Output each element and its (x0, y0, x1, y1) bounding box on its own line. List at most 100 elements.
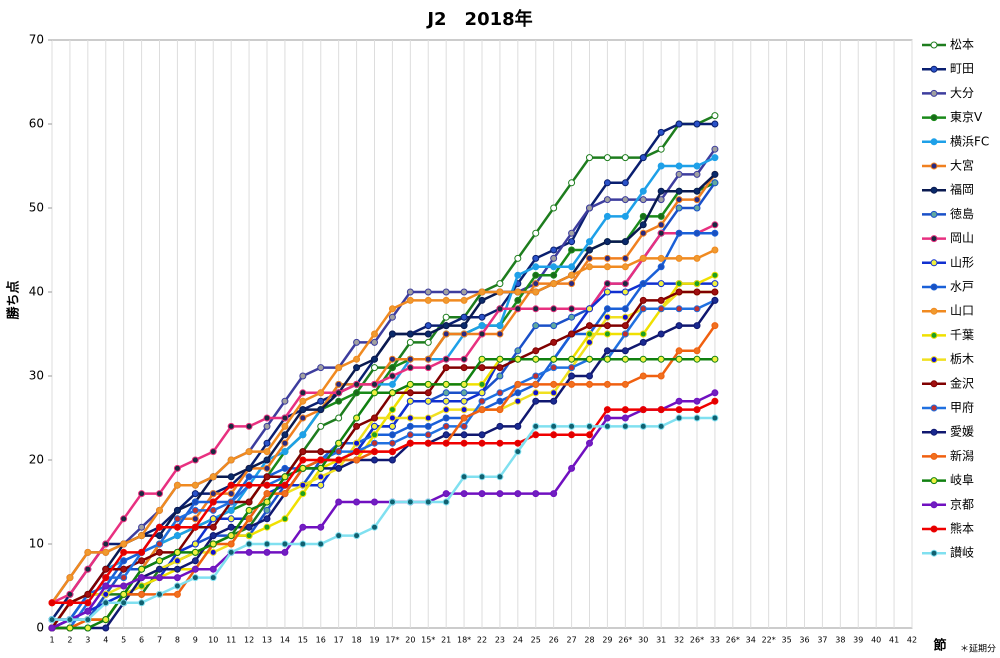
data-point (156, 590, 163, 598)
x-tick-label: 4 (103, 636, 108, 645)
data-point (120, 574, 128, 582)
data-point (621, 380, 629, 388)
data-point (406, 380, 414, 388)
data-point (639, 280, 647, 288)
data-point (66, 599, 74, 607)
data-point (388, 431, 396, 439)
data-point (550, 204, 558, 212)
data-point (138, 590, 146, 598)
data-point (550, 397, 558, 405)
data-point (568, 305, 576, 313)
y-tick-label: 60 (29, 117, 44, 131)
data-point (388, 380, 396, 388)
data-point (496, 280, 504, 288)
data-point (639, 221, 647, 229)
legend-label: 横浜FC (950, 134, 989, 148)
legend-marker (930, 501, 938, 509)
data-point (317, 389, 325, 397)
legend-marker (930, 307, 938, 315)
data-point (693, 280, 701, 288)
data-point (191, 498, 199, 506)
data-point (460, 330, 468, 338)
data-point (496, 330, 504, 338)
data-point (424, 364, 432, 372)
data-point (532, 288, 540, 296)
data-point (478, 313, 486, 321)
data-point (263, 523, 271, 531)
data-point (532, 431, 540, 439)
data-point (173, 574, 181, 582)
data-point (371, 355, 378, 363)
data-point (603, 347, 611, 355)
data-point (299, 481, 307, 489)
data-point (550, 431, 558, 439)
data-point (48, 616, 56, 624)
data-point (263, 422, 271, 430)
data-point (120, 565, 128, 573)
data-point (388, 313, 396, 321)
data-point (621, 280, 629, 288)
legend-marker (930, 428, 938, 436)
data-point (568, 280, 576, 288)
x-tick-label: 22* (762, 636, 776, 645)
data-point (227, 515, 235, 523)
data-point (191, 456, 199, 464)
x-tick-label: 26* (618, 636, 632, 645)
data-point (84, 607, 92, 615)
data-point (388, 364, 396, 372)
data-point (281, 448, 289, 456)
data-point (675, 170, 683, 178)
data-point (263, 456, 271, 464)
data-point (335, 498, 343, 506)
series-line (51, 282, 715, 630)
x-tick-label: 7 (157, 636, 162, 645)
x-tick-label: 3 (85, 636, 90, 645)
data-point (102, 565, 110, 573)
data-point (693, 414, 701, 422)
x-tick-label: 15 (298, 636, 308, 645)
data-point (675, 280, 683, 288)
data-point (657, 229, 665, 237)
data-point (371, 338, 378, 346)
data-point (711, 170, 719, 178)
data-point (156, 490, 163, 498)
data-point (191, 490, 199, 498)
data-point (550, 280, 558, 288)
data-point (227, 523, 235, 531)
data-point (263, 515, 271, 523)
data-point (657, 128, 665, 136)
data-point (460, 473, 468, 481)
data-point (639, 212, 647, 220)
x-tick-label: 8 (175, 636, 180, 645)
x-tick-label: 40 (871, 636, 881, 645)
data-point (353, 389, 361, 397)
data-point (621, 330, 629, 338)
data-point (460, 322, 468, 330)
data-point (568, 263, 576, 271)
note: ＊延期分 (960, 643, 996, 655)
data-point (424, 322, 432, 330)
data-point (120, 590, 128, 598)
data-point (442, 389, 450, 397)
data-point (388, 406, 396, 414)
x-tick-label: 32 (674, 636, 684, 645)
data-point (209, 540, 217, 548)
data-point (532, 229, 540, 237)
data-point (317, 397, 325, 405)
data-point (460, 439, 468, 447)
data-point (496, 473, 504, 481)
data-point (550, 271, 558, 279)
data-point (478, 380, 486, 388)
data-point (657, 263, 665, 271)
data-point (603, 355, 611, 363)
data-point (514, 305, 522, 313)
data-point (335, 464, 343, 472)
data-point (657, 330, 665, 338)
data-point (371, 431, 378, 439)
data-point (603, 154, 611, 162)
data-point (460, 313, 468, 321)
data-point (532, 372, 540, 380)
data-point (603, 422, 611, 430)
data-point (424, 380, 432, 388)
data-point (442, 431, 450, 439)
